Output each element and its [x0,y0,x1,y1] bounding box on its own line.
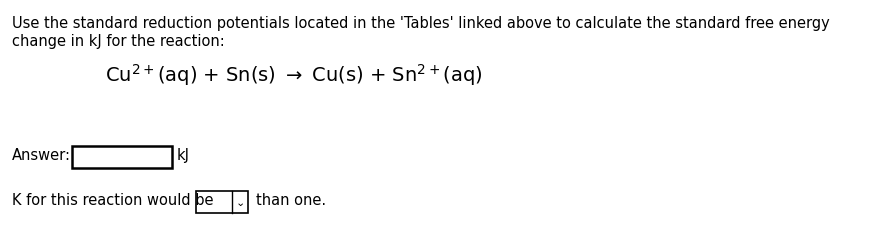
Text: Use the standard reduction potentials located in the 'Tables' linked above to ca: Use the standard reduction potentials lo… [12,16,829,31]
Text: Answer:: Answer: [12,148,71,163]
Text: K for this reaction would be: K for this reaction would be [12,193,213,208]
FancyBboxPatch shape [196,191,248,213]
Text: than one.: than one. [255,193,326,208]
Text: change in kJ for the reaction:: change in kJ for the reaction: [12,34,225,49]
Text: ⌄: ⌄ [235,198,244,208]
Text: kJ: kJ [176,148,190,163]
Text: Cu$^{2+}$(aq) + Sn(s) $\rightarrow$ Cu(s) + Sn$^{2+}$(aq): Cu$^{2+}$(aq) + Sn(s) $\rightarrow$ Cu(s… [104,62,482,88]
FancyBboxPatch shape [72,146,172,168]
